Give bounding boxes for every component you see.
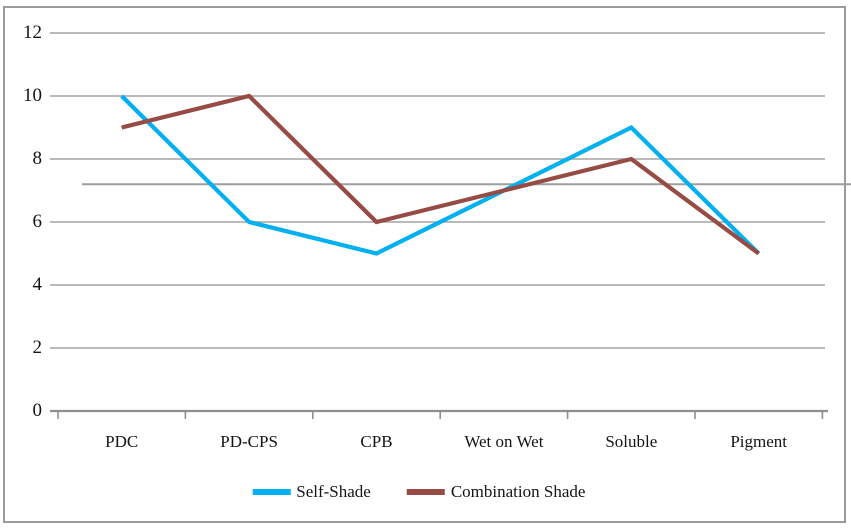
x-tick-label: Pigment xyxy=(730,432,788,451)
legend-label-self-shade: Self-Shade xyxy=(296,482,371,501)
y-tick-label: 6 xyxy=(32,211,43,232)
series-line-combination-shade xyxy=(121,93,760,256)
legend-swatch-self-shade xyxy=(252,489,291,495)
x-tick-label: PDC xyxy=(105,432,139,451)
y-tick-label: 0 xyxy=(32,400,43,421)
x-tick-label: PD-CPS xyxy=(220,432,278,451)
y-tick-label: 10 xyxy=(23,85,42,106)
y-tick-label: 12 xyxy=(23,22,42,43)
y-tick-label: 8 xyxy=(32,148,43,169)
x-tick-label: CPB xyxy=(360,432,393,451)
y-tick-label: 2 xyxy=(32,337,43,358)
x-tick-label: Wet on Wet xyxy=(464,432,544,451)
legend-item-combination-shade: Combination Shade xyxy=(406,482,586,502)
legend-swatch-combination-shade xyxy=(406,489,445,495)
chart-legend: Self-Shade Combination Shade xyxy=(252,482,585,502)
series-line-self-shade xyxy=(120,94,761,256)
legend-item-self-shade: Self-Shade xyxy=(252,482,371,502)
y-tick-label: 4 xyxy=(32,274,43,295)
legend-label-combination-shade: Combination Shade xyxy=(450,482,586,501)
x-tick-label: Soluble xyxy=(605,432,658,451)
